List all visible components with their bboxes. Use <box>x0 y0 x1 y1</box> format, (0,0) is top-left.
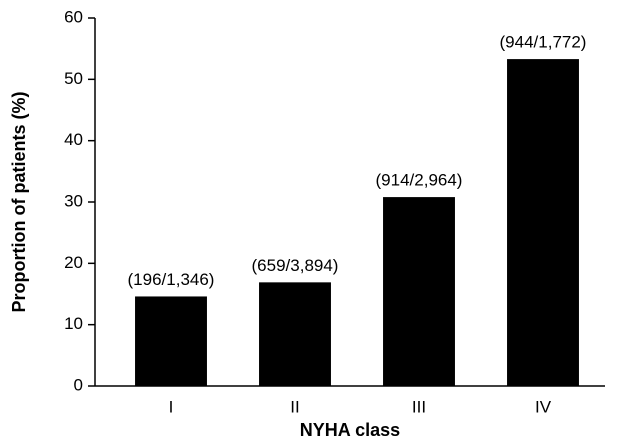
y-tick-label: 60 <box>64 7 83 26</box>
bar <box>135 296 207 386</box>
y-tick-label: 50 <box>64 69 83 88</box>
x-tick-label: IV <box>535 397 552 416</box>
x-axis-title: NYHA class <box>300 420 400 440</box>
x-tick-label: III <box>412 397 426 416</box>
bar <box>383 197 455 386</box>
bar-annotation: (944/1,772) <box>500 33 587 52</box>
bar-annotation: (196/1,346) <box>128 270 215 289</box>
bar <box>507 59 579 387</box>
x-tick-label: II <box>290 397 299 416</box>
bar-annotation: (914/2,964) <box>376 171 463 190</box>
y-axis-title: Proportion of patients (%) <box>9 92 29 313</box>
y-tick-label: 10 <box>64 314 83 333</box>
y-tick-label: 20 <box>64 253 83 272</box>
bar-annotation: (659/3,894) <box>252 256 339 275</box>
y-tick-label: 40 <box>64 130 83 149</box>
y-tick-label: 30 <box>64 191 83 210</box>
bar <box>259 282 331 386</box>
x-tick-label: I <box>169 397 174 416</box>
y-tick-label: 0 <box>74 375 83 394</box>
